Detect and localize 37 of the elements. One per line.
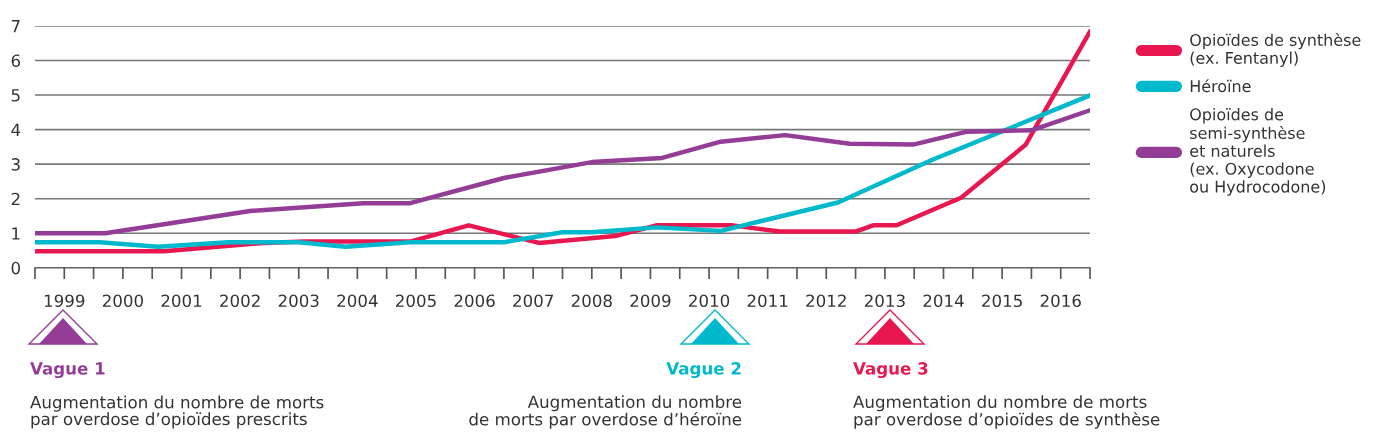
x-tick-label: 2013	[864, 294, 905, 308]
legend-label: Opioïdes de synthèse (ex. Fentanyl)	[1190, 33, 1361, 68]
x-tick-label: 2005	[395, 294, 436, 308]
y-tick-label: 3	[11, 158, 20, 171]
line-series	[34, 108, 1091, 236]
text: Vague 2	[666, 362, 741, 379]
y-tick-label: 1	[12, 227, 20, 240]
x-tick-label: 2003	[278, 294, 319, 308]
y-tick-label: 7	[11, 20, 20, 33]
x-tick-label: 2010	[689, 294, 730, 308]
x-tick-label: 2007	[513, 294, 553, 308]
line-series	[34, 93, 1091, 249]
x-tick-label: 2002	[220, 294, 260, 308]
text: Augmentation du nombre de morts par overdose d’opioïdes de synthèse	[853, 395, 1160, 429]
x-tick-label: 2008	[571, 294, 612, 308]
x-tick-label: 2004	[337, 294, 378, 308]
x-tick-label: 2009	[630, 294, 671, 308]
x-tick-label: 2011	[747, 294, 788, 308]
text: Augmentation du nombre de morts par overdose d’opioïdes prescrits	[30, 395, 324, 429]
y-tick-label: 2	[11, 192, 20, 206]
x-tick-label: 2015	[982, 294, 1022, 308]
text: Vague 3	[853, 362, 928, 379]
x-tick-label: 2016	[1040, 294, 1081, 308]
y-tick-label: 5	[11, 89, 20, 102]
x-tick-label: 2000	[102, 294, 143, 308]
x-tick-label: 2006	[454, 294, 495, 308]
legend-label: Opioïdes de semi-synthèse et naturels (ex. Oxycodone ou Hydrocodone)	[1190, 108, 1326, 196]
text: Augmentation du nombre de morts par overdose d’héroïne	[469, 395, 742, 429]
x-tick-label: 2012	[806, 294, 846, 308]
y-tick-label: 6	[11, 54, 21, 68]
y-tick-label: 0	[11, 261, 20, 275]
y-tick-label: 4	[11, 123, 21, 136]
x-tick-label: 1999	[44, 294, 85, 308]
legend-label: Héroïne	[1190, 79, 1251, 93]
x-tick-label: 2014	[923, 294, 964, 308]
text: Vague 1	[30, 362, 105, 379]
x-tick-label: 2001	[161, 294, 202, 308]
